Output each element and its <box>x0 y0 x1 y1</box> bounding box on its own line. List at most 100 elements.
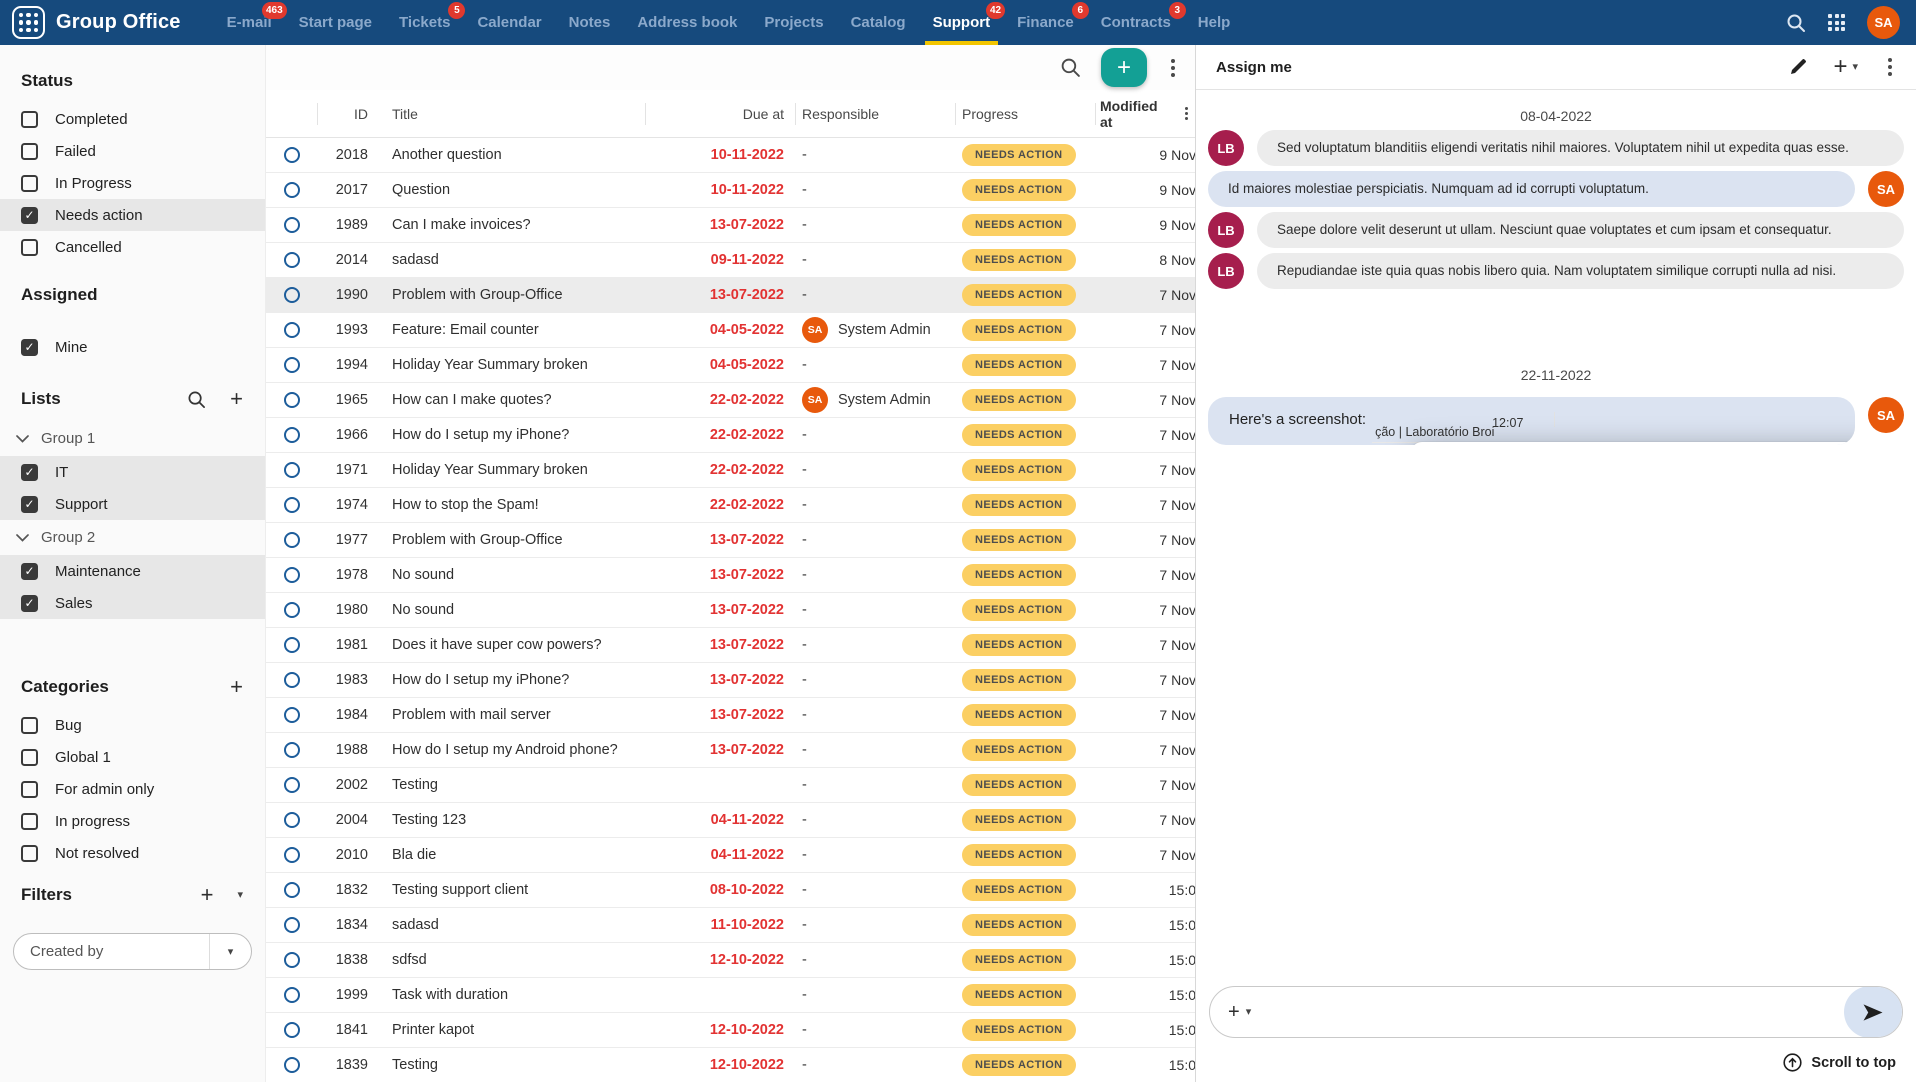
ticket-status-circle-icon[interactable] <box>284 742 300 758</box>
table-row[interactable]: 1980 No sound 13-07-2022 - NEEDS ACTION … <box>266 593 1195 628</box>
checkbox[interactable] <box>21 748 38 766</box>
user-avatar[interactable]: SA <box>1867 6 1900 39</box>
nav-item[interactable]: Start page <box>298 14 373 31</box>
scroll-to-top-button[interactable]: Scroll to top <box>1783 1053 1896 1072</box>
category-filter-item[interactable]: Not resolved <box>0 837 265 869</box>
brand[interactable]: Group Office <box>0 6 199 39</box>
table-row[interactable]: 2002 Testing - NEEDS ACTION 7 Nov <box>266 768 1195 803</box>
ticket-status-circle-icon[interactable] <box>284 812 300 828</box>
checkbox[interactable] <box>21 174 38 192</box>
list-filter-item[interactable]: Support <box>0 488 265 520</box>
nav-item[interactable]: 6 Finance <box>1015 0 1089 45</box>
table-row[interactable]: 1978 No sound 13-07-2022 - NEEDS ACTION … <box>266 558 1195 593</box>
filters-caret-icon[interactable]: ▾ <box>237 889 243 901</box>
add-list-icon[interactable]: + <box>230 386 243 411</box>
list-search-icon[interactable] <box>1060 57 1081 78</box>
nav-item[interactable]: 42 Support <box>924 0 1006 45</box>
ticket-status-circle-icon[interactable] <box>284 252 300 268</box>
nav-item[interactable]: Catalog <box>850 14 906 31</box>
checkbox[interactable] <box>21 463 38 481</box>
checkbox[interactable] <box>21 812 38 830</box>
table-row[interactable]: 1971 Holiday Year Summary broken 22-02-2… <box>266 453 1195 488</box>
nav-item[interactable]: Notes <box>568 14 611 31</box>
checkbox[interactable] <box>21 495 38 513</box>
checkbox[interactable] <box>21 110 38 128</box>
ticket-status-circle-icon[interactable] <box>284 567 300 583</box>
ticket-status-circle-icon[interactable] <box>284 777 300 793</box>
table-row[interactable]: 1974 How to stop the Spam! 22-02-2022 - … <box>266 488 1195 523</box>
status-filter-item[interactable]: Completed <box>0 103 265 135</box>
nav-item[interactable]: Projects <box>764 14 824 31</box>
checkbox[interactable] <box>21 562 38 580</box>
checkbox[interactable] <box>21 716 38 734</box>
assigned-filter-item[interactable]: Mine <box>0 331 265 363</box>
checkbox[interactable] <box>21 844 38 862</box>
add-comment-button[interactable]: + ▾ <box>1833 55 1858 79</box>
detail-menu-icon[interactable] <box>1884 54 1896 80</box>
list-filter-item[interactable]: Maintenance <box>0 555 265 587</box>
ticket-status-circle-icon[interactable] <box>284 952 300 968</box>
ticket-status-circle-icon[interactable] <box>284 672 300 688</box>
comment-input[interactable]: + ▾ <box>1209 986 1903 1038</box>
column-id[interactable]: ID <box>354 105 368 122</box>
nav-item[interactable]: 5 Tickets <box>397 0 466 45</box>
ticket-status-circle-icon[interactable] <box>284 497 300 513</box>
list-group-header[interactable]: Group 2 <box>0 520 265 555</box>
category-filter-item[interactable]: Bug <box>0 709 265 741</box>
status-filter-item[interactable]: Failed <box>0 135 265 167</box>
checkbox[interactable] <box>21 206 38 224</box>
search-icon[interactable] <box>1786 13 1806 33</box>
table-row[interactable]: 1966 How do I setup my iPhone? 22-02-202… <box>266 418 1195 453</box>
ticket-status-circle-icon[interactable] <box>284 182 300 198</box>
table-row[interactable]: 1984 Problem with mail server 13-07-2022… <box>266 698 1195 733</box>
column-menu-icon[interactable] <box>1181 103 1192 124</box>
ticket-status-circle-icon[interactable] <box>284 1057 300 1073</box>
table-row[interactable]: 1988 How do I setup my Android phone? 13… <box>266 733 1195 768</box>
checkbox[interactable] <box>21 594 38 612</box>
ticket-status-circle-icon[interactable] <box>284 847 300 863</box>
ticket-status-circle-icon[interactable] <box>284 322 300 338</box>
ticket-status-circle-icon[interactable] <box>284 707 300 723</box>
table-row[interactable]: 2010 Bla die 04-11-2022 - NEEDS ACTION 7… <box>266 838 1195 873</box>
list-filter-item[interactable]: Sales <box>0 587 265 619</box>
lists-search-icon[interactable] <box>187 390 206 409</box>
ticket-status-circle-icon[interactable] <box>284 637 300 653</box>
ticket-status-circle-icon[interactable] <box>284 217 300 233</box>
add-filter-icon[interactable]: + <box>200 882 214 907</box>
column-due-at[interactable]: Due at <box>646 101 796 127</box>
table-row[interactable]: 1983 How do I setup my iPhone? 13-07-202… <box>266 663 1195 698</box>
ticket-status-circle-icon[interactable] <box>284 427 300 443</box>
status-filter-item[interactable]: Cancelled <box>0 231 265 263</box>
checkbox[interactable] <box>21 238 38 256</box>
table-row[interactable]: 1838 sdfsd 12-10-2022 - NEEDS ACTION 15:… <box>266 943 1195 978</box>
apps-grid-icon[interactable] <box>1828 14 1845 31</box>
status-filter-item[interactable]: In Progress <box>0 167 265 199</box>
ticket-status-circle-icon[interactable] <box>284 392 300 408</box>
nav-item[interactable]: 3 Contracts <box>1099 0 1186 45</box>
table-row[interactable]: 1965 How can I make quotes? 22-02-2022 S… <box>266 383 1195 418</box>
table-row[interactable]: 1999 Task with duration - NEEDS ACTION 1… <box>266 978 1195 1013</box>
column-title[interactable]: Title <box>376 101 646 127</box>
nav-item[interactable]: Help <box>1197 14 1231 31</box>
checkbox[interactable] <box>21 780 38 798</box>
ticket-status-circle-icon[interactable] <box>284 1022 300 1038</box>
ticket-status-circle-icon[interactable] <box>284 462 300 478</box>
table-row[interactable]: 1981 Does it have super cow powers? 13-0… <box>266 628 1195 663</box>
table-row[interactable]: 1977 Problem with Group-Office 13-07-202… <box>266 523 1195 558</box>
table-row[interactable]: 2018 Another question 10-11-2022 - NEEDS… <box>266 138 1195 173</box>
attach-menu-button[interactable]: + ▾ <box>1210 1002 1251 1022</box>
table-row[interactable]: 1832 Testing support client 08-10-2022 -… <box>266 873 1195 908</box>
send-comment-button[interactable] <box>1844 987 1902 1037</box>
ticket-status-circle-icon[interactable] <box>284 882 300 898</box>
edit-pencil-icon[interactable] <box>1789 58 1807 76</box>
column-modified-at[interactable]: Modified at <box>1096 98 1196 130</box>
category-filter-item[interactable]: For admin only <box>0 773 265 805</box>
status-filter-item[interactable]: Needs action <box>0 199 265 231</box>
table-row[interactable]: 1990 Problem with Group-Office 13-07-202… <box>266 278 1195 313</box>
table-row[interactable]: 1993 Feature: Email counter 04-05-2022 S… <box>266 313 1195 348</box>
ticket-status-circle-icon[interactable] <box>284 147 300 163</box>
list-group-header[interactable]: Group 1 <box>0 421 265 456</box>
ticket-status-circle-icon[interactable] <box>284 357 300 373</box>
list-filter-item[interactable]: IT <box>0 456 265 488</box>
checkbox[interactable] <box>21 142 38 160</box>
